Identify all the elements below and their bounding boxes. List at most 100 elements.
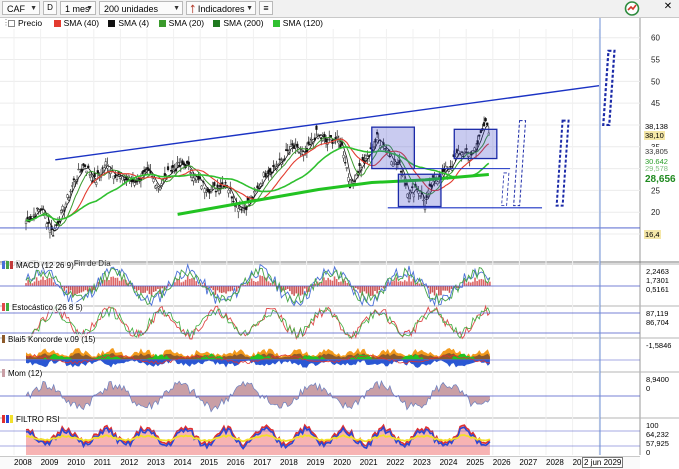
- year-tick-label: 2028: [546, 458, 564, 467]
- candle-body: [84, 165, 86, 167]
- candle-body: [62, 206, 64, 209]
- mom-value-label: 0: [646, 385, 650, 393]
- macd-histogram-bar: [42, 277, 44, 286]
- macd-histogram-bar: [261, 276, 263, 286]
- candle-body: [257, 186, 259, 188]
- macd-histogram-bar: [372, 286, 374, 296]
- macd-histogram-bar: [268, 281, 270, 286]
- macd-histogram-bar: [400, 281, 402, 286]
- macd-histogram-bar: [410, 282, 412, 286]
- candle-body: [344, 162, 346, 163]
- panel-title: Mom (12): [8, 369, 42, 378]
- candle-body: [134, 183, 136, 186]
- macd-histogram-bar: [468, 282, 470, 286]
- macd-histogram-bar: [78, 286, 80, 293]
- macd-histogram-bar: [225, 286, 227, 294]
- candle-body: [231, 197, 233, 199]
- macd-histogram-bar: [295, 286, 297, 293]
- macd-histogram-bar: [376, 286, 378, 293]
- candle-body: [78, 169, 80, 170]
- candle-body: [95, 182, 97, 184]
- panel-swatch: [2, 415, 5, 423]
- macd-histogram-bar: [25, 283, 27, 286]
- year-tick-label: 2016: [227, 458, 245, 467]
- macd-histogram-bar: [183, 282, 185, 286]
- koncorde-panel-label[interactable]: Blai5 Koncorde v.09 (15): [2, 334, 95, 344]
- macd-histogram-bar: [185, 280, 187, 286]
- macd-histogram-bar: [447, 286, 449, 291]
- pattern-box: [372, 127, 415, 168]
- panel-swatch: [2, 369, 5, 377]
- macd-histogram-bar: [253, 281, 255, 286]
- candle-body: [218, 190, 220, 193]
- candle-body: [70, 191, 72, 192]
- macd-histogram-bar: [330, 280, 332, 286]
- candle-body: [188, 162, 190, 165]
- candle-body: [172, 165, 174, 167]
- candle-body: [54, 229, 56, 230]
- macd-histogram-bar: [117, 278, 119, 286]
- macd-histogram-bar: [229, 286, 231, 291]
- year-tick-label: 2012: [120, 458, 138, 467]
- macd-histogram-bar: [49, 278, 51, 286]
- year-tick-label: 2023: [413, 458, 431, 467]
- macd-histogram-bar: [136, 286, 138, 291]
- macd-histogram-bar: [32, 283, 34, 286]
- candle-body: [60, 210, 62, 212]
- macd-histogram-bar: [104, 280, 106, 286]
- candle-body: [143, 170, 145, 172]
- candle-body: [228, 190, 230, 193]
- macd-histogram-bar: [357, 286, 359, 289]
- macd-histogram-bar: [36, 277, 38, 286]
- year-tick-label: 2011: [94, 458, 111, 467]
- year-tick-label: 2015: [200, 458, 218, 467]
- macd-histogram-bar: [408, 276, 410, 286]
- year-tick-label: 2025: [466, 458, 484, 467]
- macd-value-label: 0,5161: [646, 286, 669, 294]
- macd-histogram-bar: [255, 282, 257, 286]
- candle-body: [486, 123, 488, 125]
- macd-histogram-bar: [449, 286, 451, 293]
- year-tick-label: 2019: [307, 458, 325, 467]
- macd-histogram-bar: [257, 281, 259, 286]
- candle-body: [89, 174, 91, 175]
- macd-histogram-bar: [466, 283, 468, 286]
- macd-histogram-bar: [219, 286, 221, 292]
- candle-body: [343, 155, 345, 158]
- year-tick-label: 2022: [386, 458, 404, 467]
- macd-histogram-bar: [115, 278, 117, 286]
- koncorde-value-label: -1,5846: [646, 342, 671, 350]
- macd-histogram-bar: [306, 286, 308, 292]
- macd-histogram-bar: [430, 286, 432, 294]
- macd-histogram-bar: [178, 279, 180, 286]
- macd-histogram-bar: [189, 279, 191, 286]
- macd-histogram-bar: [151, 286, 153, 296]
- candle-body: [167, 167, 169, 170]
- panel-swatch: [10, 415, 13, 423]
- rsi-value-label: 57,925: [646, 440, 669, 448]
- macd-histogram-bar: [108, 280, 110, 286]
- macd-histogram-bar: [76, 286, 78, 294]
- macd-histogram-bar: [259, 275, 261, 286]
- macd-histogram-bar: [46, 279, 48, 286]
- stoch-panel-label[interactable]: Estocástico (26 8 5): [2, 302, 83, 312]
- mom-panel-label[interactable]: Mom (12): [2, 368, 42, 378]
- macd-histogram-bar: [270, 283, 272, 286]
- rsi-panel-label[interactable]: FILTRO RSI: [2, 414, 59, 424]
- macd-histogram-bar: [359, 286, 361, 293]
- candle-body: [52, 236, 54, 237]
- macd-histogram-bar: [215, 286, 217, 295]
- candle-body: [153, 179, 155, 182]
- macd-histogram-bar: [364, 286, 366, 291]
- candle-body: [36, 208, 38, 209]
- macd-panel-label[interactable]: MACD (12 26 9): [2, 260, 74, 270]
- year-tick-label: 2009: [41, 458, 59, 467]
- macd-histogram-bar: [38, 281, 40, 286]
- candle-body: [201, 186, 203, 189]
- macd-histogram-bar: [195, 281, 197, 286]
- macd-histogram-bar: [232, 286, 234, 291]
- panel-swatch: [6, 261, 9, 269]
- macd-histogram-bar: [336, 279, 338, 286]
- candle-body: [336, 136, 338, 137]
